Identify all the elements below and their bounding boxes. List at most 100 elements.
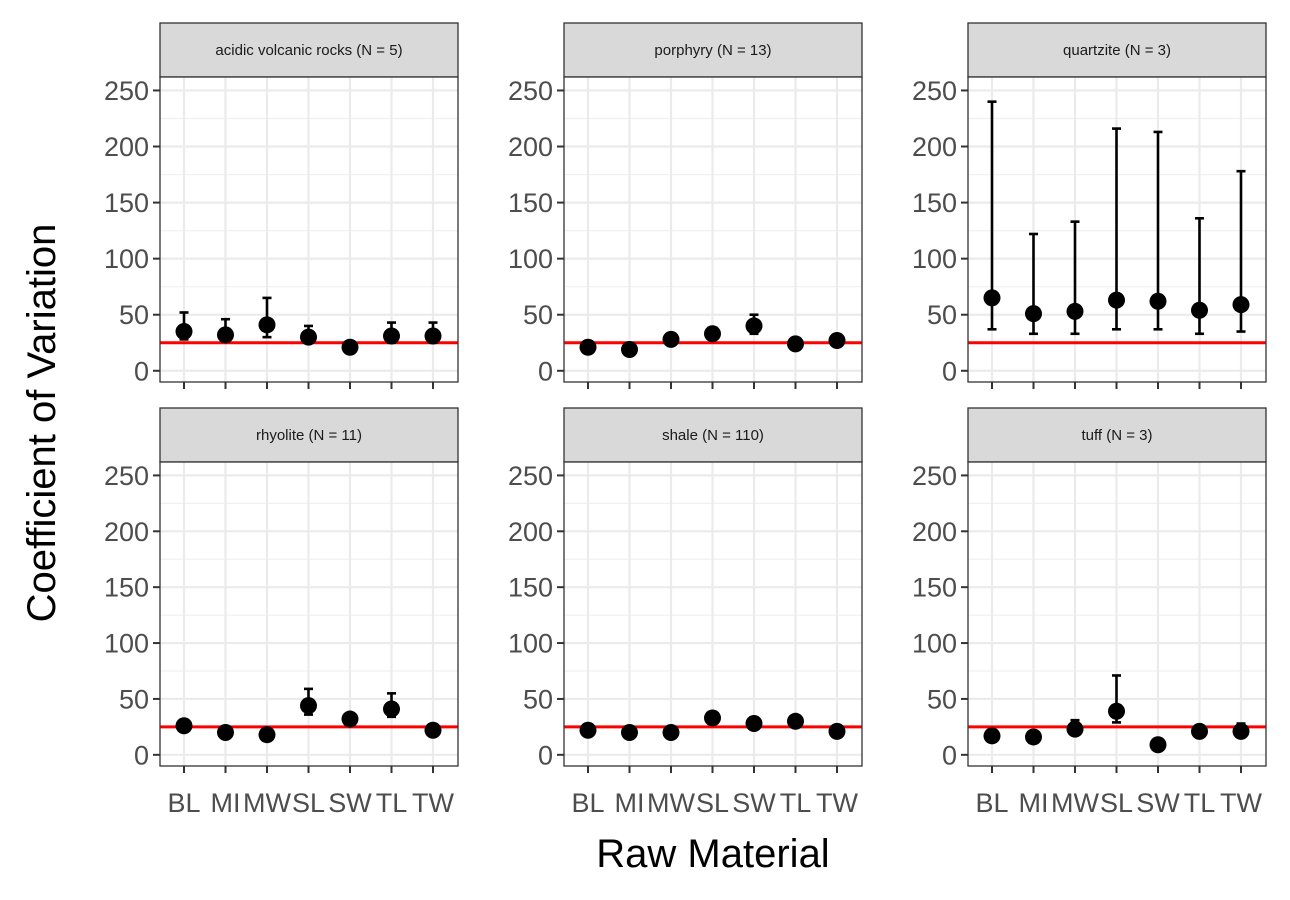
facet-strip bbox=[967, 407, 1267, 463]
data-point bbox=[1066, 720, 1084, 738]
x-tick-label: BL bbox=[571, 788, 604, 818]
facet-panel: porphyry (N = 13) 0 50 100 150 200 250 bbox=[508, 22, 863, 389]
facet-strip-label: shale (N = 110) bbox=[662, 427, 764, 444]
facet-panel: rhyolite (N = 11) 0 50 100 150 200 250 BL MI MW SL… bbox=[104, 407, 459, 818]
x-tick-label: SL bbox=[292, 788, 325, 818]
facet-panel: quartzite (N = 3) 0 50 100 150 200 250 bbox=[912, 22, 1267, 389]
y-tick-label: 150 bbox=[508, 188, 553, 218]
y-tick-label: 50 bbox=[927, 684, 957, 714]
y-tick-label: 0 bbox=[942, 356, 957, 386]
data-point bbox=[175, 323, 193, 341]
facet-strip bbox=[159, 407, 459, 463]
data-point bbox=[745, 715, 763, 733]
x-axis-title: Raw Material bbox=[596, 832, 829, 876]
facets-layer: acidic volcanic rocks (N = 5) 0 50 100 150 20… bbox=[104, 22, 1267, 818]
y-tick-label: 0 bbox=[134, 356, 149, 386]
data-point bbox=[828, 332, 846, 350]
y-tick-label: 200 bbox=[912, 517, 957, 547]
x-tick-label: SW bbox=[732, 788, 776, 818]
y-tick-label: 50 bbox=[523, 300, 553, 330]
y-tick-label: 200 bbox=[104, 132, 149, 162]
data-point bbox=[1191, 722, 1208, 740]
x-tick-label: MI bbox=[211, 788, 241, 818]
y-tick-label: 100 bbox=[508, 629, 553, 659]
data-point bbox=[1025, 728, 1042, 746]
facet-strip bbox=[563, 22, 863, 78]
data-point bbox=[1108, 291, 1125, 309]
data-point bbox=[1232, 296, 1250, 314]
facet-panel: shale (N = 110) 0 50 100 150 200 250 BL MI MW SL SW… bbox=[508, 407, 863, 818]
y-tick-label: 100 bbox=[912, 244, 957, 274]
data-point bbox=[1149, 736, 1167, 754]
data-point bbox=[175, 717, 193, 735]
facet-strip-label: porphyry (N = 13) bbox=[654, 42, 771, 59]
facet-panel: acidic volcanic rocks (N = 5) 0 50 100 150 20… bbox=[104, 22, 459, 389]
y-tick-label: 250 bbox=[104, 461, 149, 491]
facet-strip-label: rhyolite (N = 11) bbox=[256, 427, 362, 444]
y-tick-label: 0 bbox=[538, 740, 553, 770]
y-tick-label: 250 bbox=[912, 76, 957, 106]
y-tick-label: 100 bbox=[104, 629, 149, 659]
data-point bbox=[621, 340, 638, 358]
data-point bbox=[258, 726, 276, 744]
data-point bbox=[828, 722, 846, 740]
y-tick-label: 250 bbox=[912, 461, 957, 491]
x-tick-label: BL bbox=[167, 788, 200, 818]
data-point bbox=[383, 700, 400, 718]
data-point bbox=[579, 338, 597, 356]
facet-strip bbox=[563, 407, 863, 463]
x-tick-label: MW bbox=[1051, 788, 1099, 818]
data-point bbox=[579, 721, 597, 739]
y-tick-label: 200 bbox=[508, 132, 553, 162]
y-tick-label: 150 bbox=[104, 188, 149, 218]
x-tick-label: MW bbox=[647, 788, 695, 818]
x-tick-label: BL bbox=[975, 788, 1008, 818]
x-tick-label: TL bbox=[1184, 788, 1216, 818]
y-tick-label: 50 bbox=[119, 684, 149, 714]
data-point bbox=[1149, 292, 1167, 310]
y-tick-label: 200 bbox=[912, 132, 957, 162]
y-tick-label: 0 bbox=[134, 740, 149, 770]
data-point bbox=[983, 289, 1001, 307]
y-tick-label: 50 bbox=[927, 300, 957, 330]
data-point bbox=[662, 723, 680, 741]
x-tick-label: MW bbox=[243, 788, 291, 818]
y-tick-label: 100 bbox=[912, 629, 957, 659]
x-tick-label: SW bbox=[328, 788, 372, 818]
facet-strip bbox=[159, 22, 459, 78]
y-axis-title: Coefficient of Variation bbox=[20, 224, 64, 623]
data-point bbox=[300, 328, 317, 346]
x-tick-label: SL bbox=[696, 788, 729, 818]
x-tick-label: MI bbox=[1019, 788, 1049, 818]
data-point bbox=[662, 330, 680, 348]
data-point bbox=[1232, 722, 1250, 740]
data-point bbox=[704, 325, 721, 343]
y-tick-label: 100 bbox=[104, 244, 149, 274]
x-tick-label: SL bbox=[1100, 788, 1133, 818]
y-tick-label: 200 bbox=[104, 517, 149, 547]
y-tick-label: 0 bbox=[538, 356, 553, 386]
x-tick-label: TL bbox=[780, 788, 812, 818]
data-point bbox=[258, 316, 276, 334]
data-point bbox=[1108, 702, 1125, 720]
data-point bbox=[1066, 302, 1084, 320]
facet-strip-label: quartzite (N = 3) bbox=[1063, 42, 1171, 59]
facet-strip-label: acidic volcanic rocks (N = 5) bbox=[215, 42, 402, 59]
facet-panel: tuff (N = 3) 0 50 100 150 200 250 BL MI MW SL SW TL T… bbox=[912, 407, 1267, 818]
y-tick-label: 150 bbox=[912, 573, 957, 603]
y-tick-label: 150 bbox=[508, 573, 553, 603]
data-point bbox=[1025, 305, 1042, 323]
y-tick-label: 0 bbox=[942, 740, 957, 770]
y-tick-label: 150 bbox=[912, 188, 957, 218]
data-point bbox=[787, 335, 804, 353]
x-tick-label: TW bbox=[816, 788, 858, 818]
x-tick-label: TL bbox=[376, 788, 408, 818]
data-point bbox=[424, 721, 442, 739]
data-point bbox=[787, 712, 804, 730]
x-tick-label: SW bbox=[1136, 788, 1180, 818]
data-point bbox=[341, 338, 359, 356]
y-tick-label: 100 bbox=[508, 244, 553, 274]
data-point bbox=[383, 327, 400, 345]
x-tick-label: TW bbox=[412, 788, 454, 818]
